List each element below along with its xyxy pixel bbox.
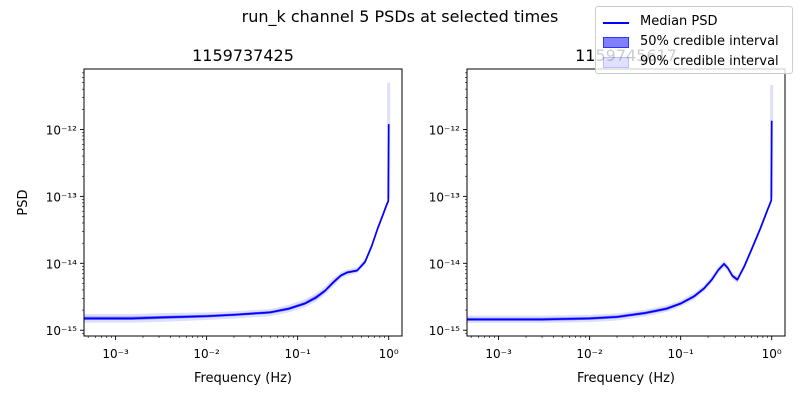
y-tick-label: 10⁻¹³ [46, 190, 77, 204]
y-axis-label: PSD [16, 189, 31, 215]
figure-title: run_k channel 5 PSDs at selected times [242, 7, 559, 27]
ci50-swatch [603, 37, 629, 48]
x-axis-label: Frequency (Hz) [577, 371, 675, 386]
y-tick-label: 10⁻¹⁵ [46, 324, 77, 338]
legend-item-median: Median PSD [596, 13, 792, 33]
x-tick-label: 10⁻¹ [284, 347, 311, 361]
legend-label-median: Median PSD [640, 14, 718, 29]
ci90-band [84, 198, 389, 323]
median-psd-line [84, 124, 390, 320]
x-tick-label: 10⁻¹ [667, 347, 694, 361]
x-tick-label: 10⁻³ [102, 347, 129, 361]
legend: Median PSD 50% credible interval 90% cre… [595, 6, 793, 74]
x-tick-label: 10⁻² [576, 347, 603, 361]
legend-label-ci50: 50% credible interval [640, 34, 779, 49]
legend-item-ci90: 90% credible interval [596, 53, 792, 73]
chart-panel-1: 10⁻³ 10⁻² 10⁻¹ 10⁰ 10⁻¹⁵ 10⁻¹⁴ 10⁻¹³ 10⁻¹² 11597… [16, 46, 403, 386]
y-tick-label: 10⁻¹² [429, 123, 460, 137]
legend-label-ci90: 90% credible interval [640, 54, 779, 69]
x-tick-label: 10⁰ [762, 347, 782, 361]
ci90-swatch [603, 57, 629, 68]
ci90-band [467, 197, 772, 324]
y-tick-label: 10⁻¹³ [429, 190, 460, 204]
plot-frame [466, 68, 786, 337]
y-tick-label: 10⁻¹⁴ [46, 257, 77, 271]
panel-title: 1159737425 [192, 46, 294, 65]
x-tick-label: 10⁻² [193, 347, 220, 361]
y-tick-label: 10⁻¹⁵ [429, 324, 460, 338]
x-axis-label: Frequency (Hz) [194, 371, 292, 386]
ci50-band [467, 199, 772, 321]
y-tick-label: 10⁻¹² [46, 123, 77, 137]
plot-frame [83, 68, 403, 337]
ci50-band [84, 199, 389, 321]
x-tick-label: 10⁰ [379, 347, 399, 361]
chart-panel-2: 10⁻³10⁻²10⁻¹10⁰10⁻¹⁵10⁻¹⁴10⁻¹³10⁻¹²11597… [429, 46, 786, 386]
median-psd-swatch [603, 22, 629, 24]
x-tick-label: 10⁻³ [485, 347, 512, 361]
median-psd-line [467, 120, 773, 321]
y-tick-label: 10⁻¹⁴ [429, 257, 460, 271]
legend-item-ci50: 50% credible interval [596, 33, 792, 53]
